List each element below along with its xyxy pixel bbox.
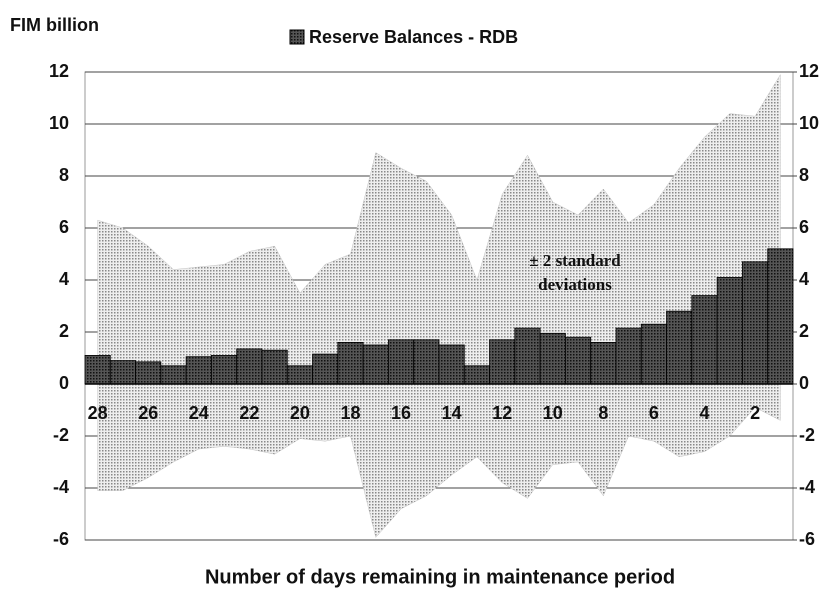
y2-tick-label: 10 — [799, 113, 819, 133]
bar — [691, 295, 718, 385]
bar — [84, 354, 111, 385]
y-tick-label: 6 — [59, 217, 69, 237]
bar — [438, 344, 465, 385]
bar — [742, 261, 769, 385]
bar — [337, 341, 364, 385]
y2-tick-label: 4 — [799, 269, 809, 289]
x-axis-label: Number of days remaining in maintenance … — [205, 566, 675, 588]
bar — [666, 310, 693, 385]
y-tick-label: 4 — [59, 269, 69, 289]
x-tick-label: 18 — [340, 403, 360, 423]
x-tick-label: 24 — [189, 403, 209, 423]
x-tick-label: 2 — [750, 403, 760, 423]
y2-tick-label: -2 — [799, 425, 815, 445]
bar — [767, 248, 794, 385]
bar — [640, 323, 667, 385]
y-tick-label: -4 — [53, 477, 69, 497]
bar — [463, 365, 490, 385]
bar — [565, 336, 592, 385]
bar — [590, 341, 617, 385]
x-tick-label: 4 — [699, 403, 709, 423]
bar — [135, 361, 162, 385]
annotation: deviations — [538, 275, 612, 294]
bar — [286, 365, 313, 385]
x-tick-label: 8 — [598, 403, 608, 423]
bar — [312, 353, 339, 385]
x-tick-label: 14 — [442, 403, 462, 423]
legend-swatch — [289, 29, 305, 45]
band-area — [97, 383, 781, 538]
bar — [160, 365, 187, 385]
bar — [489, 339, 516, 385]
x-tick-label: 26 — [138, 403, 158, 423]
bar — [109, 360, 136, 385]
legend-label: Reserve Balances - RDB — [309, 27, 518, 47]
y-axis-label: FIM billion — [10, 15, 99, 35]
x-tick-label: 12 — [492, 403, 512, 423]
bar — [236, 348, 263, 385]
y2-tick-label: -4 — [799, 477, 815, 497]
x-tick-label: 6 — [649, 403, 659, 423]
y-tick-label: 10 — [49, 113, 69, 133]
y-tick-label: 12 — [49, 61, 69, 81]
bar — [388, 339, 415, 385]
bar — [413, 339, 440, 385]
y-tick-label: 2 — [59, 321, 69, 341]
bar — [185, 356, 212, 385]
bar — [716, 276, 743, 385]
x-tick-label: 16 — [391, 403, 411, 423]
bar — [514, 327, 541, 385]
y2-tick-label: -6 — [799, 529, 815, 549]
bar — [261, 349, 288, 385]
bar — [211, 354, 238, 385]
y2-tick-label: 8 — [799, 165, 809, 185]
band-area — [97, 73, 781, 385]
annotation: ± 2 standard — [529, 251, 621, 270]
y2-tick-label: 2 — [799, 321, 809, 341]
x-tick-label: 22 — [239, 403, 259, 423]
y2-tick-label: 12 — [799, 61, 819, 81]
y2-tick-label: 6 — [799, 217, 809, 237]
x-tick-label: 28 — [88, 403, 108, 423]
y-tick-label: 8 — [59, 165, 69, 185]
x-tick-label: 10 — [543, 403, 563, 423]
x-tick-label: 20 — [290, 403, 310, 423]
bar — [615, 327, 642, 385]
bar — [539, 332, 566, 385]
y2-tick-label: 0 — [799, 373, 809, 393]
bar — [362, 344, 389, 385]
y-tick-label: -6 — [53, 529, 69, 549]
y-tick-label: 0 — [59, 373, 69, 393]
y-tick-label: -2 — [53, 425, 69, 445]
